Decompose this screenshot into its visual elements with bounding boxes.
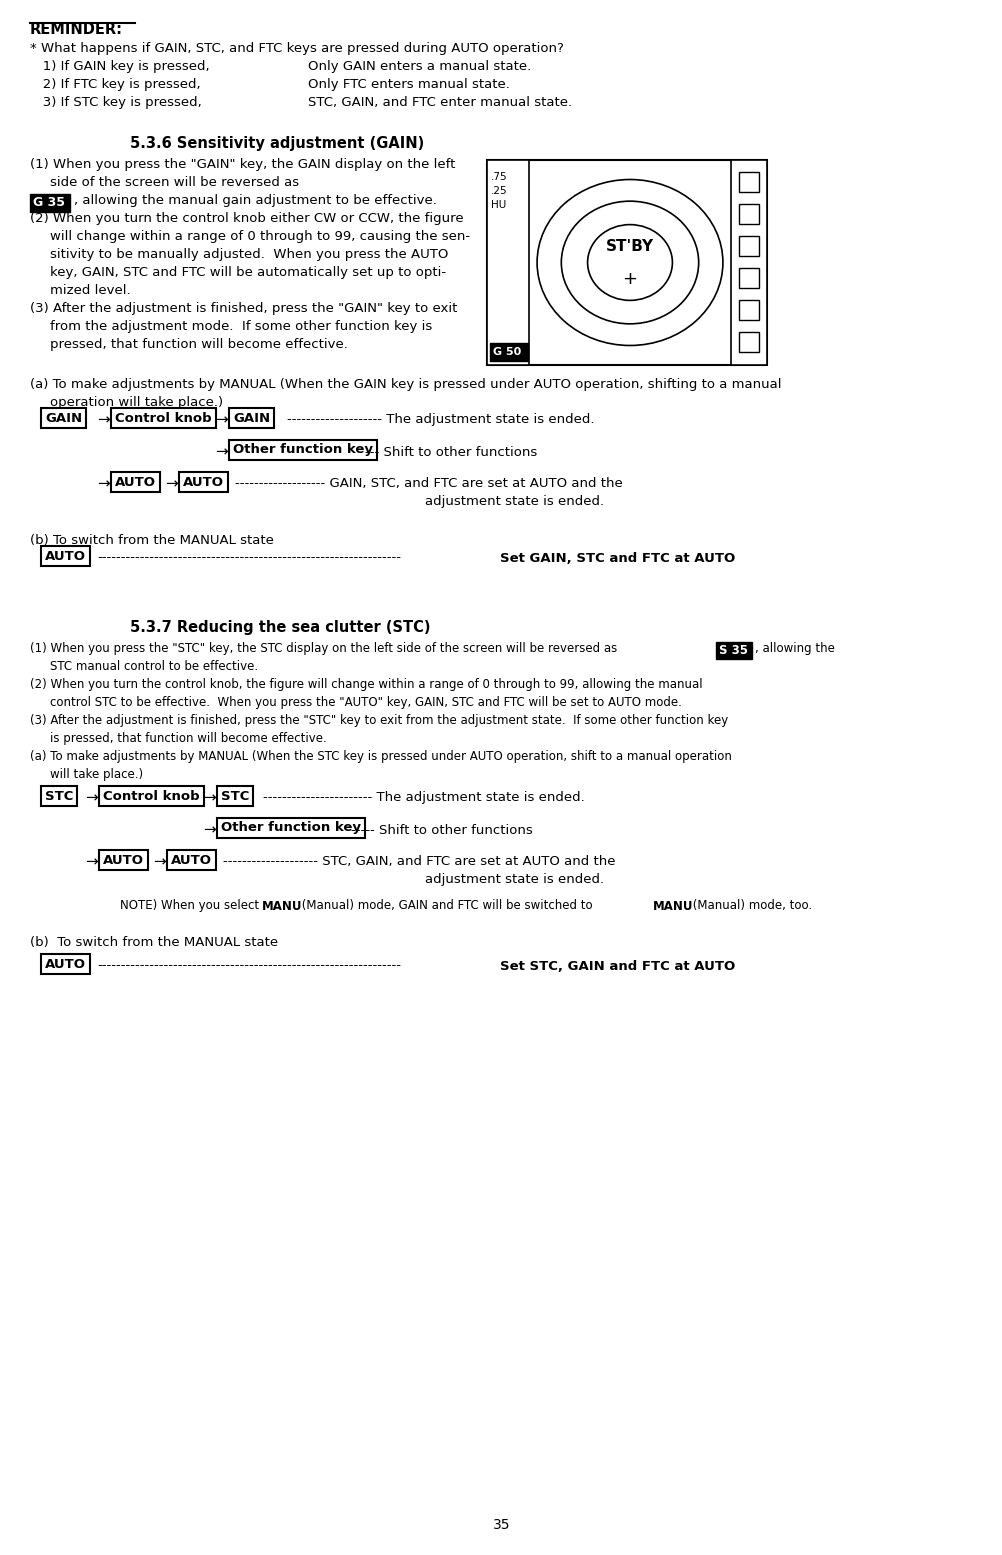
Text: Other function key: Other function key bbox=[220, 821, 361, 835]
Bar bbox=[730, 160, 767, 365]
Text: 1) If GAIN key is pressed,: 1) If GAIN key is pressed, bbox=[30, 61, 209, 73]
Text: AUTO: AUTO bbox=[45, 958, 86, 970]
Text: NOTE) When you select: NOTE) When you select bbox=[120, 899, 263, 913]
Text: adjustment state is ended.: adjustment state is ended. bbox=[425, 496, 603, 508]
Text: ----------------------------------------------------------------: ----------------------------------------… bbox=[97, 552, 401, 564]
Text: -------------------- STC, GAIN, and FTC are set at AUTO and the: -------------------- STC, GAIN, and FTC … bbox=[222, 855, 615, 869]
Text: , allowing the manual gain adjustment to be effective.: , allowing the manual gain adjustment to… bbox=[74, 194, 437, 207]
Text: G 50: G 50 bbox=[493, 347, 521, 358]
Text: +: + bbox=[622, 269, 637, 288]
Text: mized level.: mized level. bbox=[50, 285, 130, 297]
Text: ----------------------- The adjustment state is ended.: ----------------------- The adjustment s… bbox=[263, 791, 584, 804]
Text: (a) To make adjustments by MANUAL (When the STC key is pressed under AUTO operat: (a) To make adjustments by MANUAL (When … bbox=[30, 750, 731, 764]
Text: 3) If STC key is pressed,: 3) If STC key is pressed, bbox=[30, 96, 201, 109]
Text: key, GAIN, STC and FTC will be automatically set up to opti-: key, GAIN, STC and FTC will be automatic… bbox=[50, 266, 446, 278]
Text: will change within a range of 0 through to 99, causing the sen-: will change within a range of 0 through … bbox=[50, 230, 470, 243]
Text: Other function key: Other function key bbox=[232, 443, 373, 457]
Text: , allowing the: , allowing the bbox=[755, 642, 834, 655]
Text: G 35: G 35 bbox=[33, 196, 65, 210]
Text: sitivity to be manually adjusted.  When you press the AUTO: sitivity to be manually adjusted. When y… bbox=[50, 247, 448, 261]
Text: (3) After the adjustment is finished, press the "GAIN" key to exit: (3) After the adjustment is finished, pr… bbox=[30, 302, 457, 316]
Text: (b)  To switch from the MANUAL state: (b) To switch from the MANUAL state bbox=[30, 936, 278, 949]
Text: (Manual) mode, GAIN and FTC will be switched to: (Manual) mode, GAIN and FTC will be swit… bbox=[298, 899, 596, 913]
Text: (2) When you turn the control knob, the figure will change within a range of 0 t: (2) When you turn the control knob, the … bbox=[30, 678, 702, 690]
Bar bbox=[490, 344, 527, 361]
Text: adjustment state is ended.: adjustment state is ended. bbox=[425, 874, 603, 886]
Text: 2) If FTC key is pressed,: 2) If FTC key is pressed, bbox=[30, 78, 200, 92]
Text: REMINDER:: REMINDER: bbox=[30, 22, 123, 37]
Text: * What happens if GAIN, STC, and FTC keys are pressed during AUTO operation?: * What happens if GAIN, STC, and FTC key… bbox=[30, 42, 563, 54]
Text: →: → bbox=[165, 476, 177, 491]
Text: Control knob: Control knob bbox=[103, 790, 199, 802]
Text: from the adjustment mode.  If some other function key is: from the adjustment mode. If some other … bbox=[50, 320, 432, 333]
Text: →: → bbox=[214, 412, 227, 428]
Text: →: → bbox=[202, 790, 215, 805]
Text: side of the screen will be reversed as: side of the screen will be reversed as bbox=[50, 176, 299, 190]
Text: 5.3.7 Reducing the sea clutter (STC): 5.3.7 Reducing the sea clutter (STC) bbox=[130, 620, 430, 634]
Text: →: → bbox=[85, 790, 97, 805]
Text: (a) To make adjustments by MANUAL (When the GAIN key is pressed under AUTO opera: (a) To make adjustments by MANUAL (When … bbox=[30, 378, 781, 390]
Bar bbox=[715, 642, 752, 659]
Text: →: → bbox=[85, 855, 97, 869]
Text: AUTO: AUTO bbox=[45, 549, 86, 563]
Bar bbox=[738, 267, 759, 288]
Text: HU: HU bbox=[491, 201, 506, 210]
Text: .75: .75 bbox=[491, 173, 507, 182]
Text: AUTO: AUTO bbox=[115, 476, 156, 488]
Text: GAIN: GAIN bbox=[45, 412, 82, 425]
Text: AUTO: AUTO bbox=[170, 854, 211, 866]
Text: Only GAIN enters a manual state.: Only GAIN enters a manual state. bbox=[308, 61, 531, 73]
Text: →: → bbox=[153, 855, 165, 869]
Text: →: → bbox=[214, 445, 227, 459]
Text: -------------------- The adjustment state is ended.: -------------------- The adjustment stat… bbox=[287, 414, 594, 426]
Text: ----- Shift to other functions: ----- Shift to other functions bbox=[351, 824, 532, 837]
Text: 35: 35 bbox=[492, 1518, 510, 1532]
Bar bbox=[738, 204, 759, 224]
Text: Set STC, GAIN and FTC at AUTO: Set STC, GAIN and FTC at AUTO bbox=[500, 959, 734, 972]
Text: is pressed, that function will become effective.: is pressed, that function will become ef… bbox=[50, 732, 327, 745]
Text: (3) After the adjustment is finished, press the "STC" key to exit from the adjus: (3) After the adjustment is finished, pr… bbox=[30, 714, 727, 728]
Bar bbox=[738, 300, 759, 320]
Bar bbox=[30, 194, 70, 211]
Text: --- Shift to other functions: --- Shift to other functions bbox=[365, 445, 537, 459]
Text: Only FTC enters manual state.: Only FTC enters manual state. bbox=[308, 78, 509, 92]
Text: .25: .25 bbox=[491, 187, 507, 196]
Text: →: → bbox=[97, 476, 109, 491]
Text: (1) When you press the "GAIN" key, the GAIN display on the left: (1) When you press the "GAIN" key, the G… bbox=[30, 159, 455, 171]
Text: →: → bbox=[202, 823, 215, 838]
Bar bbox=[487, 160, 528, 365]
Text: Set GAIN, STC and FTC at AUTO: Set GAIN, STC and FTC at AUTO bbox=[500, 552, 734, 564]
Text: (2) When you turn the control knob either CW or CCW, the figure: (2) When you turn the control knob eithe… bbox=[30, 211, 463, 225]
Bar bbox=[487, 160, 767, 365]
Text: 5.3.6 Sensitivity adjustment (GAIN): 5.3.6 Sensitivity adjustment (GAIN) bbox=[130, 135, 424, 151]
Text: (b) To switch from the MANUAL state: (b) To switch from the MANUAL state bbox=[30, 533, 274, 547]
Text: GAIN: GAIN bbox=[232, 412, 270, 425]
Bar bbox=[738, 333, 759, 351]
Bar bbox=[738, 236, 759, 257]
Bar bbox=[738, 173, 759, 191]
Text: STC, GAIN, and FTC enter manual state.: STC, GAIN, and FTC enter manual state. bbox=[308, 96, 571, 109]
Text: pressed, that function will become effective.: pressed, that function will become effec… bbox=[50, 337, 348, 351]
Text: AUTO: AUTO bbox=[182, 476, 223, 488]
Text: →: → bbox=[97, 412, 109, 428]
Text: STC: STC bbox=[220, 790, 249, 802]
Text: MANU: MANU bbox=[652, 899, 692, 913]
Text: (Manual) mode, too.: (Manual) mode, too. bbox=[688, 899, 812, 913]
Text: (1) When you press the "STC" key, the STC display on the left side of the screen: (1) When you press the "STC" key, the ST… bbox=[30, 642, 616, 655]
Text: ST'BY: ST'BY bbox=[605, 239, 653, 253]
Text: STC: STC bbox=[45, 790, 73, 802]
Text: MANU: MANU bbox=[262, 899, 303, 913]
Text: will take place.): will take place.) bbox=[50, 768, 143, 781]
Text: control STC to be effective.  When you press the "AUTO" key, GAIN, STC and FTC w: control STC to be effective. When you pr… bbox=[50, 697, 681, 709]
Text: STC manual control to be effective.: STC manual control to be effective. bbox=[50, 659, 258, 673]
Text: AUTO: AUTO bbox=[103, 854, 144, 866]
Text: operation will take place.): operation will take place.) bbox=[50, 397, 222, 409]
Text: Control knob: Control knob bbox=[115, 412, 211, 425]
Text: ------------------- GAIN, STC, and FTC are set at AUTO and the: ------------------- GAIN, STC, and FTC a… bbox=[234, 477, 622, 490]
Text: S 35: S 35 bbox=[718, 644, 747, 656]
Text: ----------------------------------------------------------------: ----------------------------------------… bbox=[97, 959, 401, 972]
